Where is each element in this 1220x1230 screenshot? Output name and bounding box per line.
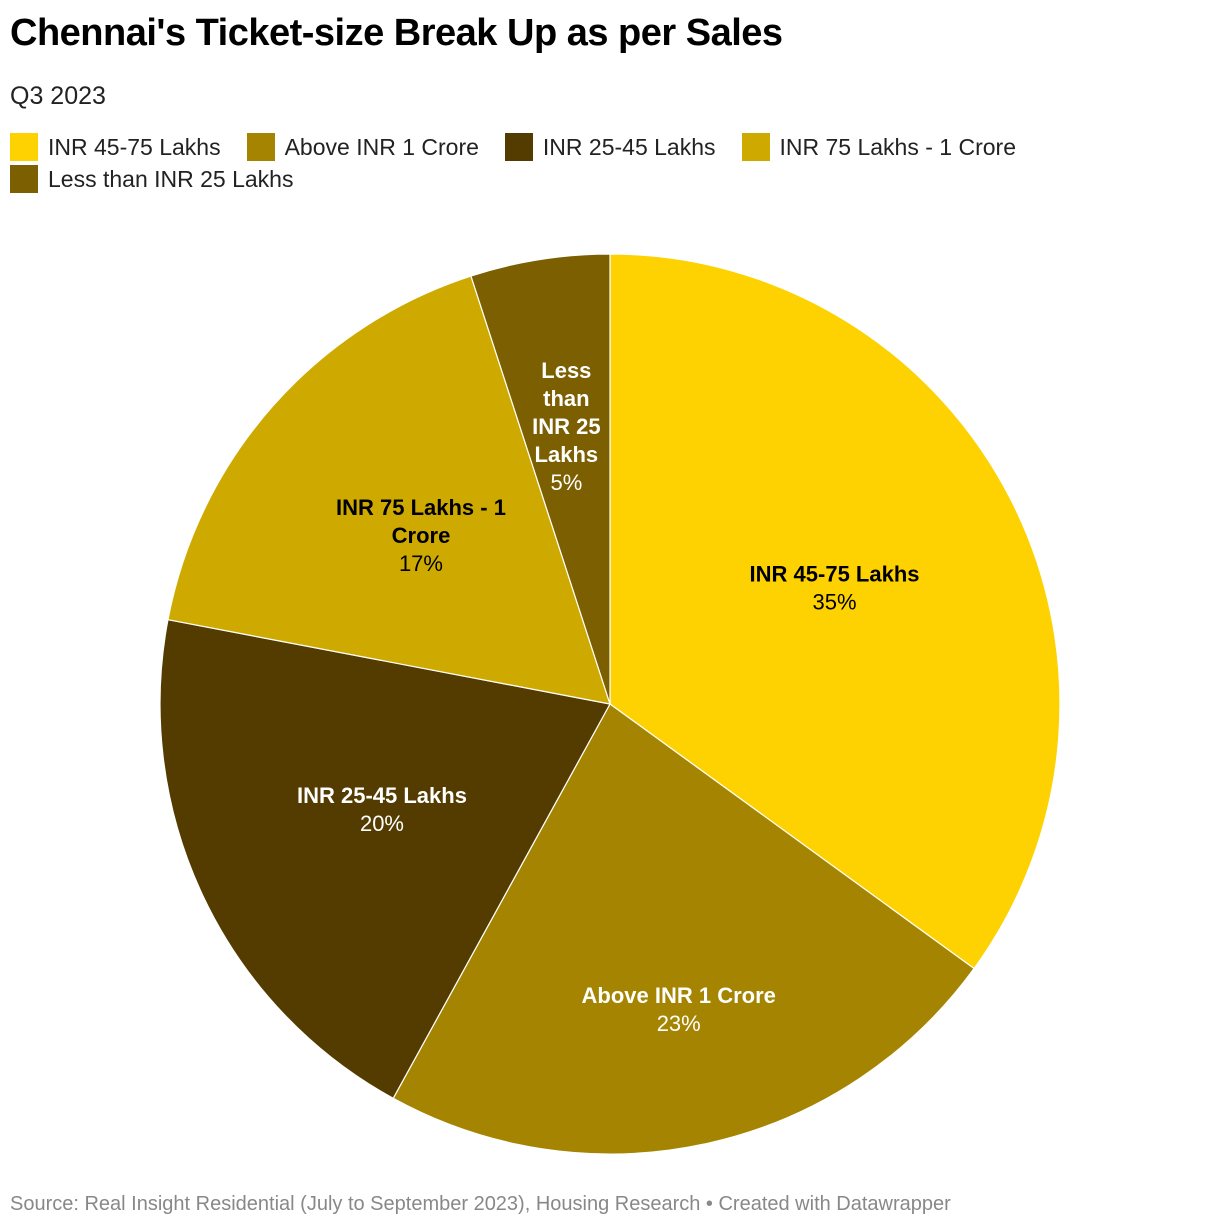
legend-row-2: Less than INR 25 Lakhs — [10, 163, 1210, 195]
pie-slice-above-inr-1-crore — [392, 703, 975, 1155]
pie-slice-inr-45-75-lakhs — [609, 253, 1061, 970]
slice-category-label: than — [543, 386, 589, 411]
legend-label: INR 75 Lakhs - 1 Crore — [779, 133, 1016, 160]
legend-item: Above INR 1 Crore — [246, 133, 479, 161]
slice-value-label: 23% — [657, 1011, 701, 1036]
legend-swatch — [10, 133, 38, 161]
legend-swatch — [246, 133, 275, 161]
pie-slice-inr-25-45-lakhs — [159, 618, 611, 1100]
legend-item: INR 25-45 Lakhs — [504, 133, 716, 161]
legend: INR 45-75 Lakhs Above INR 1 Crore INR 25… — [10, 131, 1210, 195]
slice-category-label: INR 25 — [532, 414, 600, 439]
legend-row-1: INR 45-75 Lakhs Above INR 1 Crore INR 25… — [10, 131, 1210, 163]
legend-item: INR 75 Lakhs - 1 Crore — [741, 133, 1016, 161]
slice-category-label: INR 45-75 Lakhs — [750, 561, 920, 586]
slice-category-label: INR 25-45 Lakhs — [297, 783, 467, 808]
legend-label: INR 45-75 Lakhs — [48, 133, 221, 160]
slice-category-label: Less — [541, 358, 591, 383]
slice-value-label: 20% — [360, 811, 404, 836]
slice-category-label: Lakhs — [535, 442, 599, 467]
legend-item: INR 45-75 Lakhs — [10, 133, 221, 161]
legend-swatch — [10, 165, 38, 193]
legend-swatch — [504, 133, 533, 161]
slice-category-label: Crore — [392, 523, 451, 548]
pie-slice-inr-75-lakhs-1-crore — [167, 275, 611, 705]
legend-label: Less than INR 25 Lakhs — [48, 165, 294, 192]
slice-value-label: 5% — [550, 470, 582, 495]
legend-item: Less than INR 25 Lakhs — [10, 165, 293, 193]
slice-value-label: 17% — [399, 551, 443, 576]
legend-label: INR 25-45 Lakhs — [542, 133, 716, 160]
slice-category-label: INR 75 Lakhs - 1 — [336, 495, 506, 520]
source-note: Source: Real Insight Residential (July t… — [10, 1193, 951, 1215]
chart-title: Chennai's Ticket-size Break Up as per Sa… — [10, 12, 783, 54]
pie-slice-less-than-inr-25-lakhs — [470, 253, 611, 705]
legend-swatch — [741, 133, 770, 161]
legend-label: Above INR 1 Crore — [284, 133, 479, 160]
slice-category-label: Above INR 1 Crore — [582, 983, 776, 1008]
slice-value-label: 35% — [813, 589, 857, 614]
chart-subtitle: Q3 2023 — [10, 82, 106, 110]
